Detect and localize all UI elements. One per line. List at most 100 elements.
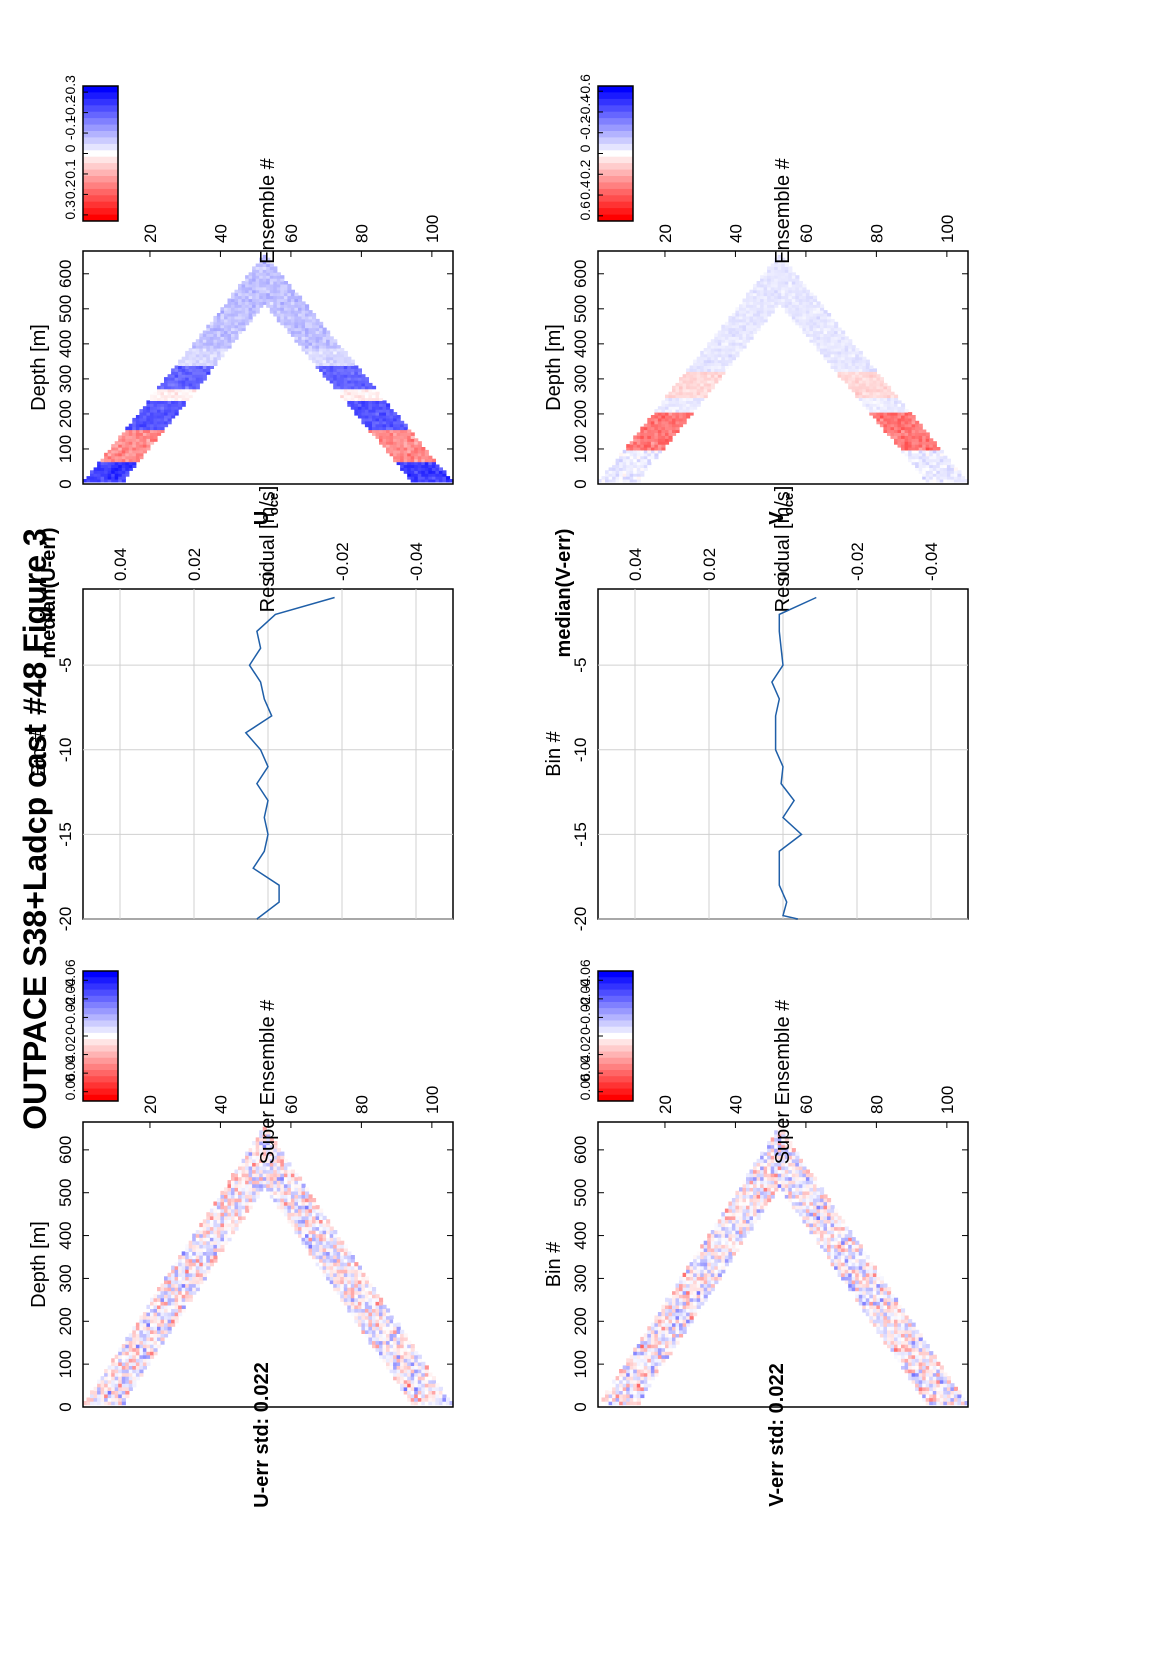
v_err-cell (675, 1308, 680, 1313)
u_oce-cell (357, 415, 362, 419)
v_err-cell (798, 1169, 804, 1174)
u_err-cell (393, 1376, 398, 1381)
v_err-cell (682, 1301, 687, 1306)
u_err-cell (213, 1212, 218, 1217)
u_err-cell (262, 1173, 267, 1178)
u_err-cell (326, 1262, 331, 1267)
v_err-cell (675, 1294, 680, 1299)
u_err-cell (262, 1165, 267, 1171)
u_oce-cell (283, 281, 288, 285)
u_oce-cell (118, 461, 123, 466)
v_err-cell (717, 1272, 722, 1277)
u_oce-cell (174, 388, 179, 393)
u_oce-cell (241, 327, 246, 332)
v_err-cell (946, 1386, 952, 1391)
u_err-cell (139, 1365, 144, 1370)
v_err-cell (686, 1297, 691, 1302)
u_err-cell (382, 1312, 387, 1317)
v_oce-cell (640, 467, 645, 471)
u_err-cell (150, 1312, 155, 1317)
v_err-cell (749, 1194, 754, 1199)
u_err-cell (245, 1176, 250, 1181)
u_oce-cell (361, 403, 366, 407)
u_oce-cell (195, 368, 200, 372)
u_err-cell (132, 1347, 137, 1352)
u_err-cell (372, 1301, 377, 1306)
v_err-cell (661, 1340, 666, 1345)
v_err-cell (686, 1294, 691, 1299)
u_err-cell (414, 1379, 419, 1384)
u_oce-cell (259, 272, 264, 276)
u_oce-cell (333, 339, 338, 343)
v_err-cell (851, 1279, 856, 1285)
u_oce-cell (283, 286, 288, 291)
u_err-cell (336, 1287, 341, 1292)
v_err-cell (777, 1126, 782, 1131)
u_err-cell (431, 1401, 436, 1406)
v_err-cell (879, 1322, 885, 1327)
v_oce-cell (622, 470, 627, 474)
u_err-cell (301, 1233, 306, 1238)
u_err-cell (375, 1347, 380, 1352)
u_oce-cell (400, 461, 405, 466)
u_oce-cell (333, 374, 338, 378)
v_err-cell (890, 1340, 895, 1345)
u_oce-cell (111, 447, 116, 451)
v_err-cell (622, 1365, 627, 1370)
u_err-cell (181, 1279, 186, 1285)
u_oce-cell (164, 380, 169, 384)
u_oce-cell (357, 394, 362, 399)
v_err-cell (693, 1279, 698, 1285)
u_err-cell (224, 1215, 229, 1220)
u_err-cell (410, 1383, 415, 1388)
u_oce-cell (435, 464, 440, 468)
u_oce-cell (206, 348, 211, 352)
v_err-cell (707, 1244, 712, 1249)
v_err-cell (665, 1336, 670, 1342)
v_err-cell (749, 1173, 754, 1178)
v_err-cell (657, 1312, 663, 1317)
u_err-cell (153, 1351, 158, 1356)
v_err-cell (647, 1340, 652, 1345)
v_err-cell (763, 1165, 768, 1171)
v_err-cell (693, 1262, 698, 1267)
u_err-cell (146, 1361, 151, 1366)
u_oce-cell (361, 388, 366, 393)
u_oce-cell (199, 333, 204, 337)
u_oce-cell (125, 449, 130, 454)
u_oce-xlabel: Ensemble # (257, 157, 279, 263)
u_err-cell (220, 1230, 225, 1235)
u_err-cell (206, 1247, 211, 1252)
v_err-cell (686, 1272, 691, 1277)
u_err-cell (354, 1315, 359, 1320)
u_oce-cell (231, 315, 236, 320)
v_err-cell (802, 1194, 807, 1199)
u_oce-cell (178, 388, 183, 393)
u_err-cell (107, 1379, 112, 1384)
u_err-cell (322, 1258, 327, 1263)
u_oce-cell (157, 391, 162, 396)
v_err-cell (668, 1308, 673, 1313)
v_err-cell (760, 1176, 765, 1181)
v_err-cell (851, 1258, 856, 1263)
v_err-cell (834, 1233, 839, 1238)
v_err-cell (647, 1361, 652, 1366)
u_err-cell (135, 1333, 140, 1338)
u_oce-cell (364, 385, 369, 390)
v_err-cell (717, 1222, 722, 1228)
u_err-cell (414, 1372, 419, 1377)
u_err-cell (216, 1240, 221, 1245)
u_oce-cell (319, 365, 324, 369)
v_err-cell (925, 1344, 930, 1349)
v_err-cell (731, 1244, 737, 1249)
u_oce-cell (202, 353, 207, 358)
u_oce-cell (146, 444, 151, 448)
u_oce-cell (336, 374, 341, 378)
u_err-cell (312, 1240, 317, 1245)
v_err-cell (950, 1386, 955, 1391)
u_err-cell (315, 1244, 320, 1249)
u_err-cell (319, 1240, 324, 1245)
u_err-cell (315, 1240, 320, 1245)
v_err-cell (608, 1401, 613, 1406)
u_err-cell (167, 1315, 172, 1320)
